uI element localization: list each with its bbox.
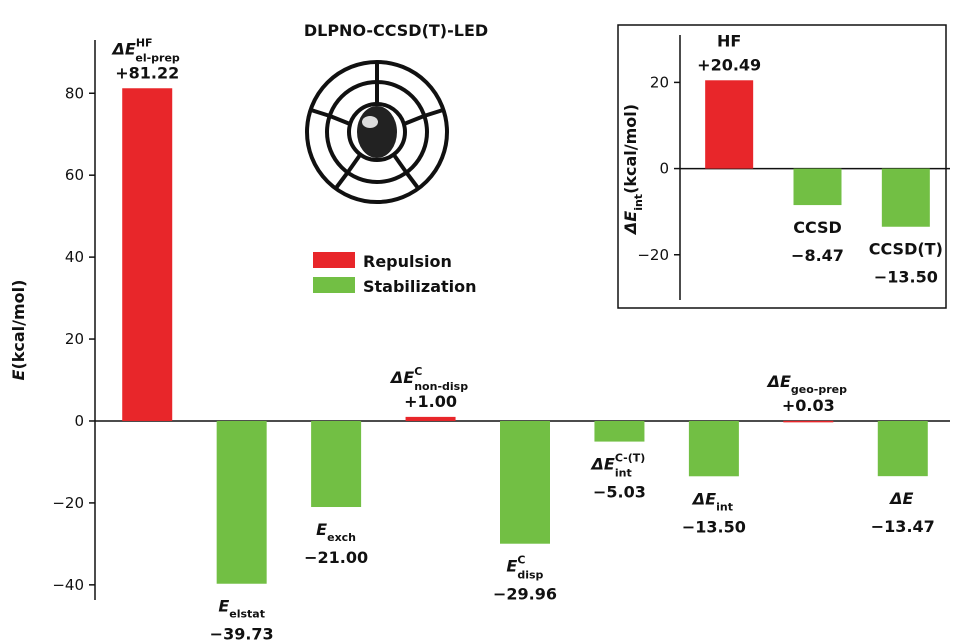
- bar: [594, 420, 645, 442]
- category-label: HF: [717, 31, 741, 50]
- bar: [793, 168, 842, 206]
- y-tick-label: −20: [52, 494, 84, 512]
- bar: [877, 420, 928, 477]
- value-label: −39.73: [210, 625, 274, 641]
- y-tick-label: 20: [65, 330, 84, 348]
- bar: [705, 80, 754, 169]
- label-sup: C: [517, 554, 525, 567]
- label-symbol: ΔE: [111, 39, 136, 58]
- y-tick-label: 60: [65, 166, 84, 184]
- value-label: +20.49: [697, 55, 761, 74]
- label-symbol: ΔE: [621, 211, 640, 236]
- legend-swatch: [313, 252, 355, 268]
- bar: [881, 168, 930, 227]
- label-sub: geo-prep: [791, 383, 847, 396]
- bar: [405, 416, 456, 421]
- value-label: −13.50: [874, 268, 938, 287]
- label-sub: exch: [327, 531, 356, 544]
- legend-label: Stabilization: [363, 277, 477, 296]
- bar: [783, 420, 834, 423]
- value-label: −21.00: [304, 548, 368, 567]
- value-label: +0.03: [782, 396, 835, 415]
- label-symbol: E: [218, 597, 229, 616]
- y-tick-label: 20: [650, 73, 669, 91]
- label-sub: disp: [517, 569, 543, 582]
- label-symbol: E: [9, 369, 28, 380]
- category-label: Eelstat: [218, 597, 265, 621]
- label-unit: (kcal/mol): [9, 280, 28, 370]
- label-sup: C-(T): [615, 452, 645, 465]
- label-symbol: ΔE: [691, 489, 716, 508]
- y-tick-label: 0: [659, 160, 669, 178]
- bar: [122, 88, 173, 421]
- label-symbol: E: [316, 520, 327, 539]
- fullerene-image: [305, 60, 449, 204]
- category-label: CCSD(T): [869, 240, 943, 259]
- category-label: EC disp: [506, 554, 543, 582]
- label-symbol: ΔE: [888, 489, 913, 508]
- category-label: ΔEint: [691, 489, 733, 513]
- label-sub: int: [615, 467, 632, 480]
- inset-frame: [617, 24, 947, 309]
- label-sub: el-prep: [135, 51, 180, 64]
- label-unit: (kcal/mol): [621, 104, 640, 194]
- y-tick-label: 40: [65, 248, 84, 266]
- bar: [500, 420, 550, 544]
- category-label: ΔEC-(T) int: [590, 452, 646, 480]
- y-axis-label: ΔEint(kcal/mol): [621, 104, 645, 236]
- label-sub: non-disp: [414, 380, 468, 393]
- legend-swatch: [313, 277, 355, 293]
- category-label: ΔE: [888, 489, 913, 508]
- value-label: −13.47: [871, 517, 935, 536]
- y-tick-label: 80: [65, 84, 84, 102]
- label-symbol: ΔE: [590, 455, 615, 474]
- label-sub: elstat: [229, 608, 265, 621]
- legend-label: Repulsion: [363, 252, 452, 271]
- category-label: ΔEC non-disp: [389, 365, 468, 393]
- category-label: CCSD: [793, 218, 842, 237]
- value-label: −13.50: [682, 517, 746, 536]
- value-label: −5.03: [593, 483, 646, 502]
- bar: [216, 420, 267, 584]
- y-tick-label: −20: [637, 246, 669, 264]
- category-label: ΔEgeo-prep: [766, 372, 848, 396]
- label-symbol: ΔE: [766, 372, 791, 391]
- category-label: ΔEHF el-prep: [111, 36, 180, 64]
- y-tick-label: −40: [52, 576, 84, 594]
- label-sub: int: [716, 500, 733, 513]
- value-label: +81.22: [115, 63, 179, 82]
- value-label: −29.96: [493, 585, 557, 604]
- bar: [311, 420, 362, 508]
- y-tick-label: 0: [74, 412, 84, 430]
- category-label: Eexch: [316, 520, 356, 544]
- label-symbol: ΔE: [389, 368, 414, 387]
- y-axis-label: E(kcal/mol): [9, 280, 28, 381]
- chart-title: DLPNO-CCSD(T)-LED: [304, 21, 488, 40]
- value-label: +1.00: [404, 392, 457, 411]
- value-label: −8.47: [791, 246, 844, 265]
- label-sup: HF: [136, 36, 152, 49]
- label-symbol: E: [506, 557, 517, 576]
- label-sup: C: [414, 365, 422, 378]
- bar: [688, 420, 739, 477]
- label-sub: int: [632, 194, 645, 211]
